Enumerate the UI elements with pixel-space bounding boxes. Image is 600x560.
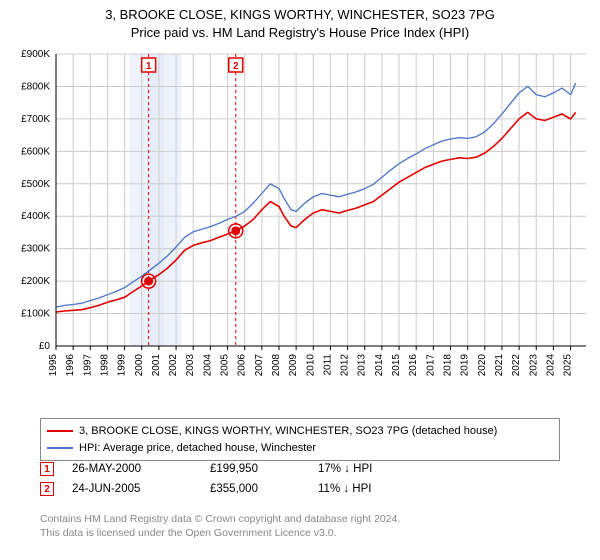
footer-line-2: This data is licensed under the Open Gov…: [40, 526, 400, 540]
svg-text:£400K: £400K: [21, 211, 50, 222]
price-chart: £0 £100K £200K £300K £400K £500K £600K £700K £80…: [8, 46, 592, 410]
svg-text:2022: 2022: [511, 354, 522, 377]
legend-label-hpi: HPI: Average price, detached house, Winc…: [79, 440, 316, 457]
event-date-1: 26-MAY-2000: [72, 463, 192, 475]
svg-text:2003: 2003: [185, 354, 196, 377]
svg-text:2006: 2006: [237, 354, 248, 377]
svg-text:2014: 2014: [374, 354, 385, 377]
svg-text:2024: 2024: [545, 354, 556, 377]
svg-text:2007: 2007: [254, 354, 265, 377]
event-price-1: £199,950: [210, 463, 300, 475]
svg-text:£600K: £600K: [21, 146, 50, 157]
legend-swatch-hpi: [47, 447, 73, 449]
svg-text:1999: 1999: [117, 354, 128, 377]
svg-text:£800K: £800K: [21, 81, 50, 92]
event-price-2: £355,000: [210, 483, 300, 495]
footer-attribution: Contains HM Land Registry data © Crown c…: [40, 512, 400, 540]
event-list: 1 26-MAY-2000 £199,950 17% ↓ HPI 2 24-JU…: [40, 462, 560, 502]
svg-text:1: 1: [146, 61, 152, 72]
svg-text:£500K: £500K: [21, 179, 50, 190]
svg-text:2013: 2013: [357, 354, 368, 377]
svg-text:2005: 2005: [220, 354, 231, 377]
svg-text:2018: 2018: [442, 354, 453, 377]
svg-text:2012: 2012: [340, 354, 351, 377]
svg-text:1995: 1995: [48, 354, 59, 377]
svg-text:1998: 1998: [99, 354, 110, 377]
svg-text:£100K: £100K: [21, 309, 50, 320]
legend-label-property: 3, BROOKE CLOSE, KINGS WORTHY, WINCHESTE…: [79, 423, 497, 440]
event-row-1: 1 26-MAY-2000 £199,950 17% ↓ HPI: [40, 462, 560, 476]
svg-text:2023: 2023: [528, 354, 539, 377]
title-line-2: Price paid vs. HM Land Registry's House …: [0, 24, 600, 42]
svg-text:2004: 2004: [202, 354, 213, 377]
svg-text:£200K: £200K: [21, 276, 50, 287]
svg-text:2017: 2017: [425, 354, 436, 377]
svg-text:2025: 2025: [563, 354, 574, 377]
legend-item-property: 3, BROOKE CLOSE, KINGS WORTHY, WINCHESTE…: [47, 423, 553, 440]
svg-text:2002: 2002: [168, 354, 179, 377]
svg-text:2001: 2001: [151, 354, 162, 377]
event-diff-2: 11% ↓ HPI: [318, 483, 428, 495]
svg-text:2016: 2016: [408, 354, 419, 377]
svg-text:2015: 2015: [391, 354, 402, 377]
svg-text:£0: £0: [39, 341, 51, 352]
legend-item-hpi: HPI: Average price, detached house, Winc…: [47, 440, 553, 457]
event-diff-1: 17% ↓ HPI: [318, 463, 428, 475]
svg-text:2: 2: [233, 61, 239, 72]
event-marker-1: 1: [40, 462, 54, 476]
event-date-2: 24-JUN-2005: [72, 483, 192, 495]
svg-text:1997: 1997: [82, 354, 93, 377]
legend-swatch-property: [47, 430, 73, 432]
legend: 3, BROOKE CLOSE, KINGS WORTHY, WINCHESTE…: [40, 418, 560, 461]
svg-text:2000: 2000: [134, 354, 145, 377]
svg-text:£700K: £700K: [21, 114, 50, 125]
svg-text:£900K: £900K: [21, 49, 50, 60]
svg-text:2011: 2011: [322, 354, 333, 376]
event-row-2: 2 24-JUN-2005 £355,000 11% ↓ HPI: [40, 482, 560, 496]
svg-text:2019: 2019: [460, 354, 471, 377]
event-marker-2: 2: [40, 482, 54, 496]
chart-title-block: 3, BROOKE CLOSE, KINGS WORTHY, WINCHESTE…: [0, 0, 600, 42]
title-line-1: 3, BROOKE CLOSE, KINGS WORTHY, WINCHESTE…: [0, 6, 600, 24]
svg-text:£300K: £300K: [21, 244, 50, 255]
svg-text:2009: 2009: [288, 354, 299, 377]
svg-text:2020: 2020: [477, 354, 488, 377]
svg-text:1996: 1996: [65, 354, 76, 377]
svg-text:2008: 2008: [271, 354, 282, 377]
svg-text:2021: 2021: [494, 354, 505, 377]
svg-text:2010: 2010: [305, 354, 316, 377]
footer-line-1: Contains HM Land Registry data © Crown c…: [40, 512, 400, 526]
